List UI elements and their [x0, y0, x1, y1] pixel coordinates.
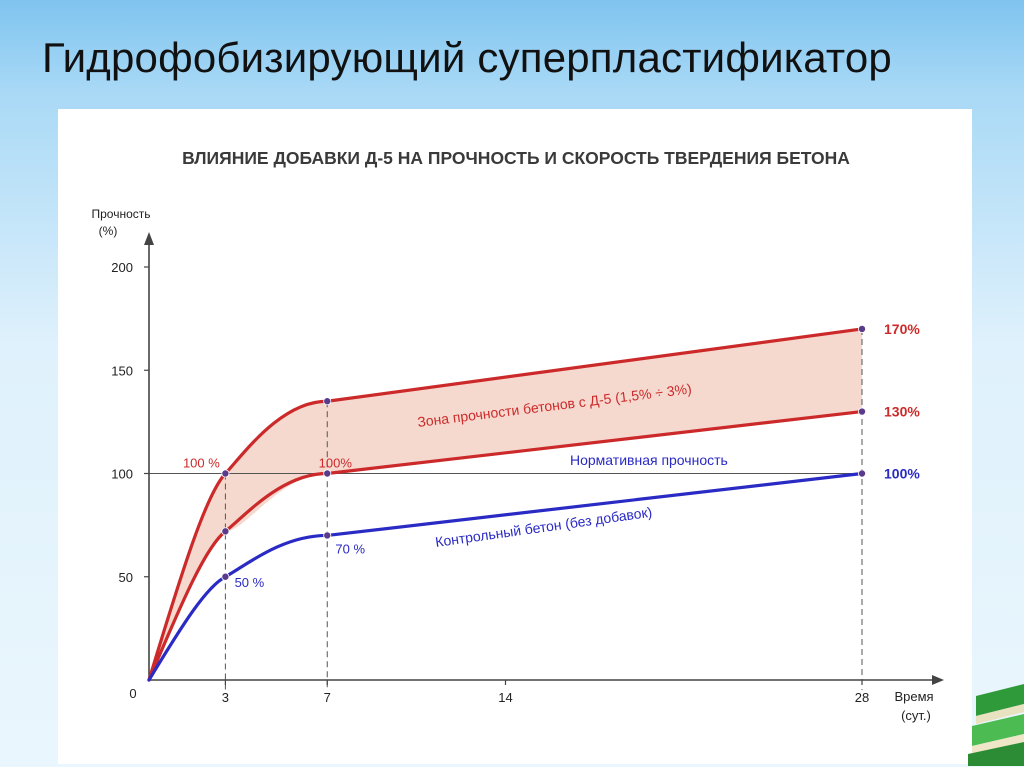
stacked-books-icon — [968, 684, 1024, 766]
x-tick-label-28: 28 — [855, 690, 869, 705]
point-label-3: 70 % — [335, 541, 365, 556]
x-tick-label-3: 3 — [222, 690, 229, 705]
point-label-0: 100 % — [183, 456, 220, 471]
y-tick-label-200: 200 — [111, 260, 133, 275]
data-point-upper-28 — [858, 324, 867, 333]
point-label-1: 100% — [319, 456, 353, 471]
origin-label: 0 — [129, 686, 136, 701]
y-axis-label-line2: (%) — [99, 224, 118, 238]
y-tick-label-50: 50 — [119, 570, 133, 585]
y-axis-label-line1: Прочность — [91, 207, 150, 221]
x-tick-label-7: 7 — [324, 690, 331, 705]
plot-layer: 50 100 150 200 3 7 14 28 170% 130% 100% 100 % 100% 50… — [111, 232, 944, 705]
chart-panel: 50 100 150 200 3 7 14 28 170% 130% 100% 100 % 100% 50… — [58, 109, 972, 764]
end-label-upper: 170% — [884, 321, 920, 337]
data-point-upper-7 — [323, 397, 332, 406]
data-point-lower-7 — [323, 469, 332, 478]
chart: 50 100 150 200 3 7 14 28 170% 130% 100% 100 % 100% 50… — [91, 148, 944, 723]
reference-line-label: Нормативная прочность — [570, 452, 728, 468]
x-axis-label-line2: (сут.) — [901, 708, 931, 723]
data-point-lower-3 — [221, 527, 230, 536]
data-point-control-28 — [858, 469, 867, 478]
x-tick-label-14: 14 — [498, 690, 512, 705]
y-tick-label-100: 100 — [111, 467, 133, 482]
data-point-control-7 — [323, 531, 332, 540]
y-tick-label-150: 150 — [111, 363, 133, 378]
data-point-upper-3 — [221, 469, 230, 478]
x-axis-label-line1: Время — [894, 689, 933, 704]
y-axis-arrow — [144, 232, 154, 245]
end-label-control: 100% — [884, 466, 920, 482]
data-point-lower-28 — [858, 407, 867, 416]
chart-title: ВЛИЯНИЕ ДОБАВКИ Д-5 НА ПРОЧНОСТЬ И СКОРО… — [182, 148, 850, 168]
data-point-control-3 — [221, 572, 230, 581]
slide-title: Гидрофобизирующий суперпластификатор — [42, 34, 892, 81]
point-label-2: 50 % — [235, 575, 265, 590]
x-axis-arrow — [932, 675, 944, 685]
end-label-lower: 130% — [884, 404, 920, 420]
